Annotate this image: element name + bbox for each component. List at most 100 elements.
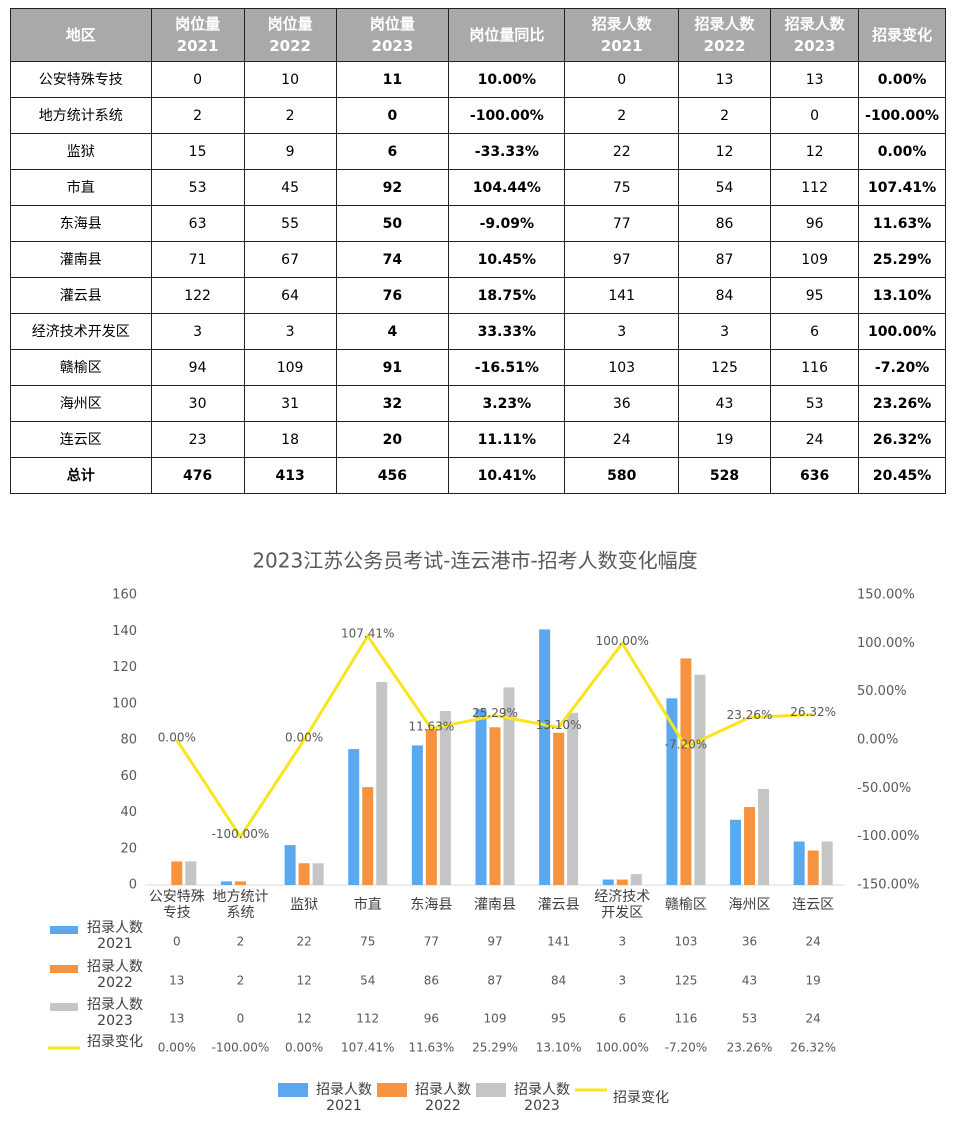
table-cell: 连云区 — [10, 421, 152, 458]
table-cell: 20 — [335, 421, 450, 458]
header-cell: 招录人数 2023 — [770, 8, 860, 62]
table-value: 116 — [674, 1012, 697, 1026]
header-cell: 岗位量 2022 — [243, 8, 337, 62]
table-row: 经济技术开发区 3 3 4 33.33% 3 3 6 100.00% — [10, 313, 946, 350]
bar — [411, 745, 423, 885]
x-tick-label: 灌云县 — [538, 897, 580, 913]
data-label: 100.00% — [596, 634, 649, 648]
x-tick-label: 海州区 — [729, 897, 771, 913]
table-value: 96 — [424, 1012, 439, 1026]
legend-key — [476, 1083, 506, 1097]
table-value: 125 — [674, 974, 697, 988]
table-cell: 31 — [243, 385, 337, 422]
table-key — [50, 1003, 78, 1011]
table-cell: -100.00% — [858, 97, 946, 134]
bar — [567, 712, 579, 885]
data-label: 0.00% — [158, 731, 196, 745]
x-tick-label: 地方统计系统 — [212, 889, 268, 921]
table-value: 22 — [296, 935, 311, 949]
table-value: 12 — [296, 974, 311, 988]
table-cell: 97 — [564, 241, 680, 278]
table-cell: 74 — [335, 241, 450, 278]
table-row: 总计 476 413 456 10.41% 580 528 636 20.45% — [10, 457, 946, 494]
table-row: 赣榆区 94 109 91 -16.51% 103 125 116 -7.20% — [10, 349, 946, 386]
table-cell: 18.75% — [448, 277, 566, 314]
x-tick-label: 经济技术开发区 — [594, 889, 650, 921]
table-cell: 413 — [243, 457, 337, 494]
table-row: 地方统计系统 2 2 0 -100.00% 2 2 0 -100.00% — [10, 97, 946, 134]
bar — [475, 709, 487, 885]
table-value: 25.29% — [472, 1041, 518, 1055]
table-cell: 64 — [243, 277, 337, 314]
table-cell: 赣榆区 — [10, 349, 152, 386]
table-cell: 总计 — [10, 457, 152, 494]
bar — [284, 845, 296, 885]
table-cell: 0.00% — [858, 133, 946, 170]
table-value: 36 — [742, 935, 757, 949]
table-cell: 0 — [564, 61, 680, 98]
table-row: 海州区 30 31 32 3.23% 36 43 53 23.26% — [10, 385, 946, 422]
data-label: 23.26% — [727, 708, 773, 722]
y2-tick-label: 150.00% — [857, 588, 915, 603]
table-cell: 6 — [770, 313, 860, 350]
bar — [439, 711, 451, 885]
x-tick-label: 监狱 — [290, 897, 318, 913]
table-series-name: 招录人数 2023 — [87, 997, 143, 1029]
table-value: 53 — [742, 1012, 757, 1026]
data-label: 11.63% — [408, 719, 454, 733]
y2-tick-label: 0.00% — [857, 733, 898, 748]
table-cell: 63 — [150, 205, 245, 242]
table-value: 13 — [169, 974, 184, 988]
table-row: 监狱 15 9 6 -33.33% 22 12 12 0.00% — [10, 133, 946, 170]
y2-tick-label: -150.00% — [857, 878, 920, 893]
table-cell: 580 — [564, 457, 680, 494]
table-cell: 12 — [678, 133, 772, 170]
table-value: 77 — [424, 935, 439, 949]
table-cell: 104.44% — [448, 169, 566, 206]
legend-key — [278, 1083, 308, 1097]
table-value: -100.00% — [212, 1041, 270, 1055]
bar — [821, 841, 833, 885]
table-body: 公安特殊专技 0 10 11 10.00% 0 13 13 0.00% 地方统计系统 2 2 0 -100… — [10, 61, 946, 494]
y-tick-label: 120 — [112, 660, 137, 675]
bar — [602, 879, 614, 885]
table-cell: -33.33% — [448, 133, 566, 170]
bar — [758, 788, 770, 885]
table-value: 43 — [742, 974, 757, 988]
data-label: 107.41% — [341, 627, 394, 641]
table-cell: 11.11% — [448, 421, 566, 458]
bar — [348, 749, 360, 885]
table-cell: 96 — [770, 205, 860, 242]
y-tick-label: 0 — [129, 878, 137, 893]
line — [175, 633, 814, 840]
table-cell: -16.51% — [448, 349, 566, 386]
bar — [807, 850, 819, 885]
bar — [362, 787, 374, 885]
legend-label: 招录人数 2022 — [415, 1082, 471, 1114]
table-cell: 636 — [770, 457, 860, 494]
table-cell: 84 — [678, 277, 772, 314]
table-cell: 456 — [335, 457, 450, 494]
table-cell: 77 — [564, 205, 680, 242]
bar — [171, 861, 183, 885]
bar — [616, 879, 628, 885]
table-value: 95 — [551, 1012, 566, 1026]
header-cell: 地区 — [10, 8, 152, 62]
table-cell: 3 — [243, 313, 337, 350]
table-value: 0 — [237, 1012, 245, 1026]
bar — [539, 629, 551, 885]
data-label: -7.20% — [665, 737, 707, 751]
bar — [298, 863, 310, 885]
table-value: 0 — [173, 935, 181, 949]
table-cell: 监狱 — [10, 133, 152, 170]
table-series-name: 招录变化 — [87, 1034, 143, 1050]
bar — [425, 729, 437, 885]
legend-label: 招录人数 2021 — [316, 1082, 372, 1114]
x-tick-label: 东海县 — [410, 897, 452, 913]
table-row: 市直 53 45 92 104.44% 75 54 112 107.41% — [10, 169, 946, 206]
table-cell: 0.00% — [858, 61, 946, 98]
y-tick-label: 60 — [120, 769, 137, 784]
bar — [185, 861, 197, 885]
table-cell: 107.41% — [858, 169, 946, 206]
